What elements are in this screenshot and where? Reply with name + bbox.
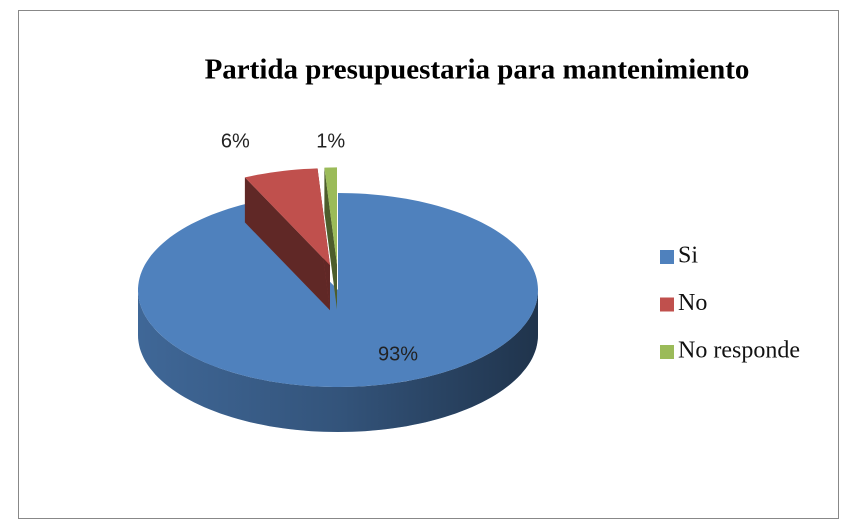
slice <box>138 193 538 387</box>
legend-swatch <box>660 250 674 264</box>
legend-label: Si <box>678 243 698 269</box>
legend-label: No responde <box>678 338 800 364</box>
slice-shade <box>138 290 538 432</box>
data-label: 6% <box>221 130 250 152</box>
legend-swatch <box>660 345 674 359</box>
slice <box>324 167 337 265</box>
slice <box>244 168 330 266</box>
legend-swatch <box>660 297 674 312</box>
legend-label: No <box>678 290 707 316</box>
slice-shade <box>324 167 337 310</box>
slice-shade <box>244 177 330 311</box>
data-label: 1% <box>316 130 345 152</box>
chart-title: Partida presupuestaria para mantenimient… <box>205 54 750 86</box>
data-label: 93% <box>378 343 418 365</box>
